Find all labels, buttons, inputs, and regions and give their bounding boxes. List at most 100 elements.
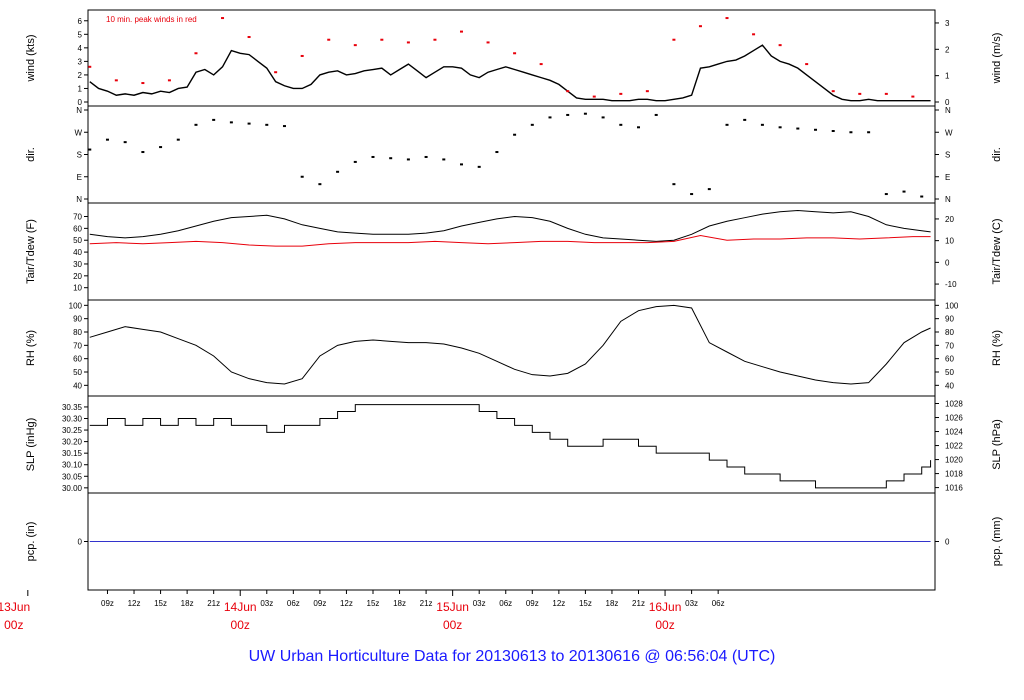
y-tick-label-left-dir: S [77,151,82,160]
y-tick-label-right-wind: 3 [945,19,950,28]
y-tick-label-right-dir: N [945,195,951,204]
y-tick-label-left-pcp: 0 [78,538,83,547]
data-point-wind [380,38,384,41]
data-point-dir [477,165,481,168]
day-label-hour: 00z [4,618,23,632]
data-point-dir [318,183,322,186]
panel-frame-slp [87,395,936,494]
x-tick-label: 09z [101,599,114,608]
series-line-rh-0 [89,304,931,385]
y-tick-label-left-slp: 30.30 [62,414,83,423]
x-tick-label: 15z [579,599,592,608]
axis-title-left-pcp: pcp. (in) [25,522,37,562]
axis-title-left-rh: RH (%) [25,330,37,366]
panel-frame-rh [87,299,936,397]
x-tick-label: 21z [632,599,645,608]
y-tick-label-right-slp: 1018 [945,470,963,479]
y-tick-label-right-rh: 90 [945,315,954,324]
data-point-dir [247,122,251,125]
y-tick-label-right-slp: 1028 [945,400,963,409]
day-label-date: 15Jun [436,600,469,614]
y-tick-label-right-dir: S [945,151,950,160]
data-point-dir [884,193,888,196]
data-point-dir [725,123,729,126]
axis-title-right-pcp: pcp. (mm) [991,517,1003,567]
data-point-dir [424,155,428,158]
y-tick-label-left-slp: 30.15 [62,449,83,458]
x-tick-label: 03z [685,599,698,608]
y-tick-label-left-slp: 30.35 [62,403,83,412]
data-point-wind [672,38,676,41]
data-point-dir [371,155,375,158]
y-tick-label-right-slp: 1026 [945,414,963,423]
data-point-dir [601,116,605,119]
y-tick-label-left-temperature: 40 [73,248,82,257]
data-point-dir [88,148,92,151]
y-tick-label-right-temperature: 0 [945,258,950,267]
data-point-dir [229,121,233,124]
y-tick-label-left-dir: W [74,128,82,137]
series-line-slp [89,404,932,489]
data-point-wind [459,30,463,33]
y-tick-label-left-wind: 1 [78,84,83,93]
y-tick-label-left-rh: 60 [73,355,82,364]
data-point-dir [123,141,127,144]
data-point-wind [725,17,729,20]
x-tick-label: 06z [712,599,725,608]
day-label-date: 14Jun [224,600,257,614]
data-point-wind [327,38,331,41]
y-tick-label-left-dir: N [76,106,82,115]
x-tick-label: 18z [606,599,619,608]
axis-title-right-wind: wind (m/s) [991,33,1003,85]
y-tick-label-left-wind: 5 [78,30,83,39]
y-tick-label-right-temperature: 10 [945,237,954,246]
data-point-dir [920,195,924,198]
y-tick-label-left-wind: 2 [78,71,83,80]
x-tick-label: 15z [154,599,167,608]
y-tick-label-right-rh: 40 [945,381,954,390]
day-label-hour: 00z [655,618,674,632]
day-label-hour: 00z [231,618,250,632]
chart-footer-title: UW Urban Horticulture Data for 20130613 … [248,648,776,665]
data-point-wind [911,95,915,98]
data-point-wind [141,82,145,85]
data-point-dir [159,146,163,149]
y-tick-label-left-wind: 4 [78,44,83,53]
data-point-wind [88,65,92,68]
y-tick-label-left-slp: 30.10 [62,461,83,470]
data-point-wind [884,92,888,95]
y-tick-label-left-slp: 30.20 [62,438,83,447]
y-tick-label-left-slp: 30.00 [62,484,83,493]
y-tick-label-left-rh: 80 [73,328,82,337]
y-tick-label-right-dir: W [945,128,953,137]
data-point-dir [548,116,552,119]
axis-title-left-slp: SLP (inHg) [25,418,37,472]
y-tick-label-left-dir: E [77,173,82,182]
y-tick-label-left-rh: 100 [69,301,83,310]
x-tick-label: 09z [313,599,326,608]
data-point-dir [459,163,463,166]
data-point-wind [433,38,437,41]
y-tick-label-right-dir: N [945,106,951,115]
panel-frame-temperature [87,202,936,301]
data-point-wind [778,44,782,47]
y-tick-label-right-rh: 80 [945,328,954,337]
y-tick-label-left-temperature: 30 [73,260,82,269]
chart-annotation: 10 min. peak winds in red [106,15,197,24]
panel-frame-wind [87,9,936,107]
y-tick-label-left-rh: 50 [73,368,82,377]
y-tick-label-left-rh: 90 [73,315,82,324]
data-point-dir [176,138,180,141]
series-line-temperature-0 [89,210,931,242]
data-point-dir [654,113,658,116]
data-point-wind [406,41,410,44]
data-point-wind [353,44,357,47]
x-tick-label: 18z [181,599,194,608]
y-tick-label-right-wind: 1 [945,72,950,81]
y-tick-label-left-wind: 0 [78,98,83,107]
data-point-wind [858,92,862,95]
x-tick-label: 12z [552,599,565,608]
axis-title-right-rh: RH (%) [991,330,1003,366]
y-tick-label-right-slp: 1022 [945,442,963,451]
